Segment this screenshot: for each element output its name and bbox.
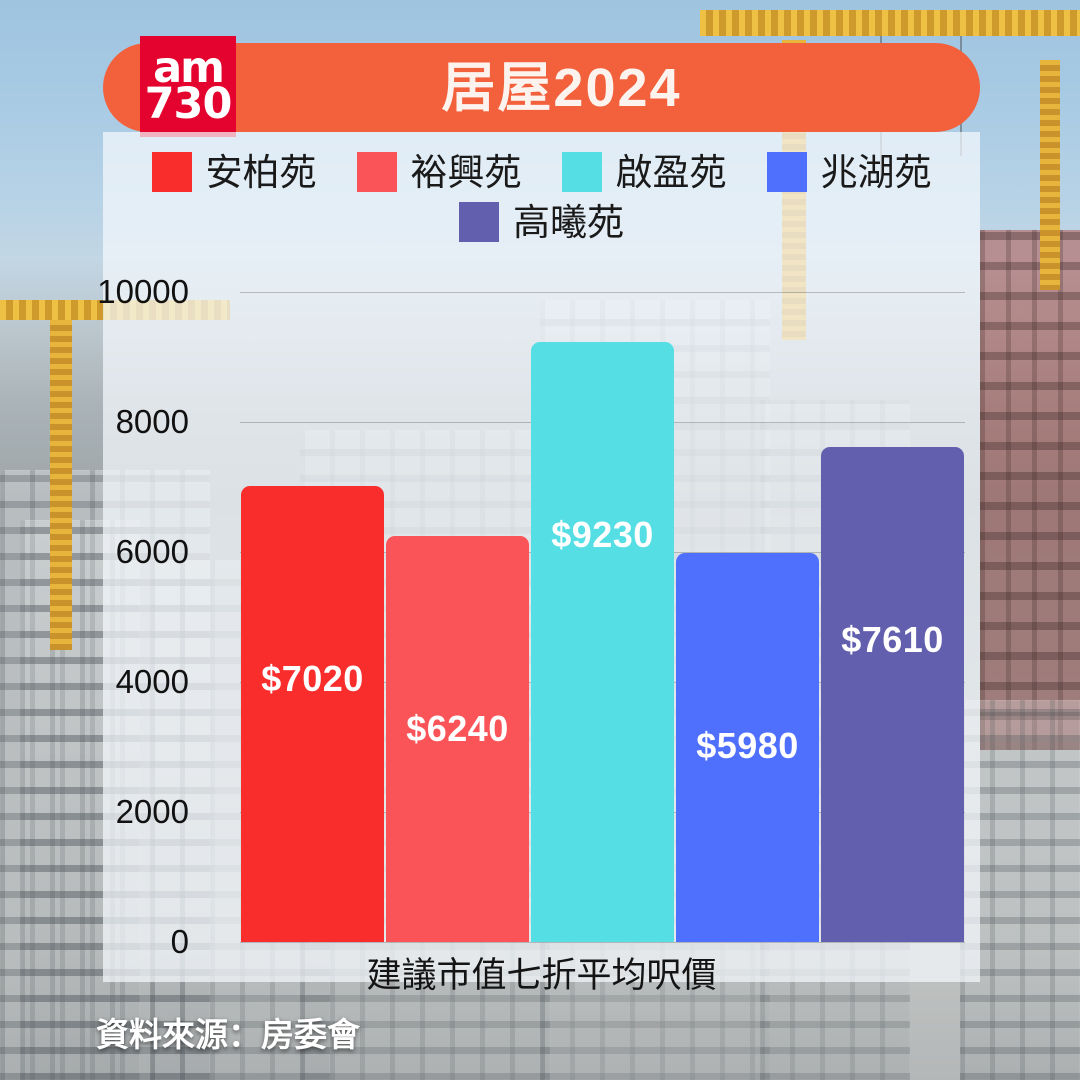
legend-label: 啟盈苑 [615,151,727,193]
legend-item-yuhing[interactable]: 裕興苑 [356,151,522,193]
legend-label: 高曦苑 [513,201,624,243]
bar-value-label: $6240 [406,708,509,750]
legend-label: 裕興苑 [410,151,522,193]
legend-row-1: 安柏苑 裕興苑 啟盈苑 兆湖苑 [103,152,980,192]
bar[interactable]: $9230 [531,342,674,942]
y-axis-tick-label: 8000 [115,403,189,440]
source-note: 資料來源：房委會 [96,1016,360,1053]
legend-item-kaiying[interactable]: 啟盈苑 [561,151,727,193]
legend-swatch-icon [459,202,499,242]
page-title: 居屋2024 [441,57,682,118]
bar[interactable]: $6240 [386,536,529,942]
y-axis-tick-label: 6000 [115,533,189,570]
bar-group: $9230 [530,292,675,942]
logo-text-730: 730 [144,78,233,129]
bar[interactable]: $5980 [676,553,819,942]
y-axis-tick-label: 0 [170,923,189,960]
chart-legend: 安柏苑 裕興苑 啟盈苑 兆湖苑 高曦苑 [103,152,980,242]
y-axis-tick-label: 4000 [115,663,189,700]
am730-logo: am 730 [140,36,236,137]
gridline [240,942,965,943]
legend-label: 安柏苑 [205,151,317,193]
legend-row-2: 高曦苑 [103,202,980,242]
x-axis-label: 建議市值七折平均呎價 [366,956,717,995]
bar-group: $5980 [675,292,820,942]
logo-text-am: am [153,43,225,94]
legend-swatch-icon [356,152,397,192]
header-banner: 居屋2024 [103,43,980,132]
y-axis-tick-label: 10000 [97,273,189,310]
legend-item-kohei[interactable]: 高曦苑 [459,202,624,242]
bar-value-label: $7610 [841,619,944,661]
bar-group: $6240 [385,292,530,942]
bar[interactable]: $7610 [821,447,964,942]
legend-swatch-icon [561,152,602,192]
bar-value-label: $5980 [696,725,799,767]
y-axis-tick-label: 2000 [115,793,189,830]
bar-group: $7020 [240,292,385,942]
bar-value-label: $9230 [551,514,654,556]
bar-group: $7610 [820,292,965,942]
legend-swatch-icon [151,152,192,192]
legend-swatch-icon [766,152,807,192]
bar[interactable]: $7020 [241,485,384,942]
legend-label: 兆湖苑 [820,151,932,193]
bar-series: $7020 $6240 $9230 $5980 $7610 [240,292,965,942]
axis-area: 10000 8000 6000 4000 2000 0 $7020 $6240 $9230 $5… [97,273,965,960]
gridline [240,292,965,293]
chart-panel: 安柏苑 裕興苑 啟盈苑 兆湖苑 高曦苑 [97,132,980,995]
legend-item-siuwu[interactable]: 兆湖苑 [766,151,932,193]
legend-item-anbak[interactable]: 安柏苑 [151,151,317,193]
bar-value-label: $7020 [261,657,364,699]
plot-area: 10000 8000 6000 4000 2000 0 $7020 $6240 $9230 $5… [97,273,980,960]
